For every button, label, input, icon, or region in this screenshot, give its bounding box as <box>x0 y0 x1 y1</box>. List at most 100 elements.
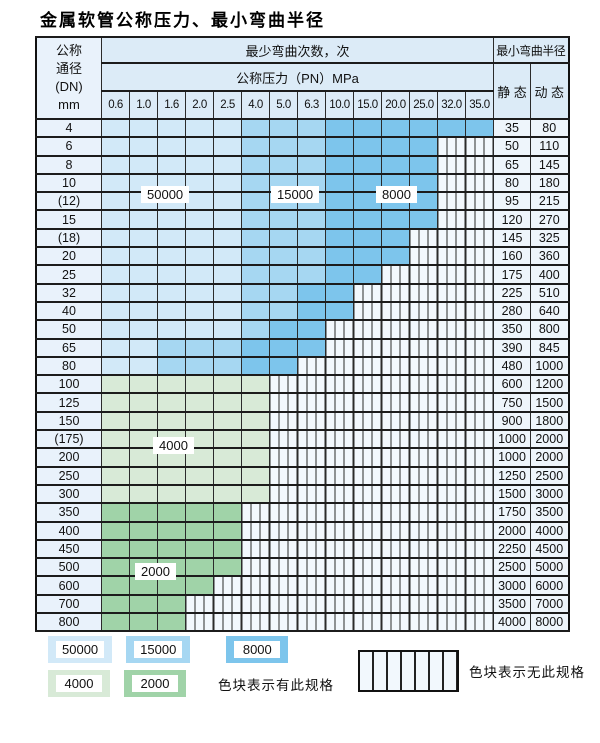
cycle-cell <box>213 282 242 303</box>
dynamic-radius-cell: 2000 <box>530 447 569 468</box>
cycle-cell <box>101 465 130 486</box>
cycle-cell <box>157 246 186 267</box>
table-row: 800 4000 8000 <box>35 611 569 633</box>
cycle-cell <box>185 246 214 267</box>
cycle-cell <box>213 520 242 541</box>
cycle-cell <box>129 227 158 249</box>
cycle-cell <box>129 337 158 358</box>
cycle-cell <box>213 264 242 285</box>
region-label-4000: 4000 <box>153 437 194 454</box>
cycle-cell <box>381 117 410 139</box>
cycle-cell <box>269 611 298 633</box>
table-row: 80 480 1000 <box>35 355 569 377</box>
cycle-cell <box>465 209 494 230</box>
pressure-tick: 6.3 <box>297 90 326 120</box>
cycle-cell <box>213 246 242 267</box>
cycle-cell <box>325 447 354 468</box>
dn-cell: 4 <box>35 117 102 139</box>
cycle-cell <box>185 593 214 615</box>
cycle-cell <box>213 209 242 230</box>
cycle-cell <box>465 246 494 267</box>
cycle-cell <box>465 520 494 541</box>
cycle-cell <box>129 282 158 303</box>
legend-chip-15000: 15000 <box>126 636 191 663</box>
dynamic-radius-cell: 5000 <box>530 557 569 578</box>
cycle-cell <box>101 557 130 578</box>
pressure-tick: 2.5 <box>213 90 242 120</box>
cycle-cell <box>269 374 298 395</box>
cycle-cell <box>465 227 494 249</box>
cycle-cell <box>465 264 494 285</box>
cycle-cell <box>269 593 298 615</box>
dynamic-radius-cell: 2500 <box>530 465 569 486</box>
dynamic-radius-cell: 3500 <box>530 502 569 523</box>
static-radius-cell: 1000 <box>493 429 531 450</box>
dynamic-radius-cell: 110 <box>530 136 569 157</box>
cycle-cell <box>185 227 214 249</box>
cycle-cell <box>465 319 494 340</box>
pressure-tick: 25.0 <box>409 90 438 120</box>
cycle-cell <box>325 246 354 267</box>
cycle-cell <box>381 520 410 541</box>
cycle-cell <box>353 557 382 578</box>
cycle-cell <box>297 209 326 230</box>
cycle-cell <box>241 319 270 340</box>
has-spec-text: 色块表示有此规格 <box>218 677 334 693</box>
cycle-cell <box>129 319 158 340</box>
cycle-cell <box>465 575 494 596</box>
cycle-cell <box>101 520 130 541</box>
static-header: 静 态 <box>493 62 531 120</box>
cycle-cell <box>241 502 270 523</box>
cycle-cell <box>213 502 242 523</box>
cycle-cell <box>409 593 438 615</box>
cycle-cell <box>297 374 326 395</box>
cycle-cell <box>213 191 242 212</box>
cycle-cell <box>353 117 382 139</box>
cycle-cell <box>241 575 270 596</box>
cycle-cell <box>213 300 242 322</box>
dn-cell: 32 <box>35 282 102 303</box>
dn-cell: 6 <box>35 136 102 157</box>
cycle-cell <box>437 410 466 432</box>
cycle-cell <box>353 246 382 267</box>
cycle-cell <box>381 538 410 560</box>
static-radius-cell: 120 <box>493 209 531 230</box>
legend: 50000 15000 8000 4000 2000 色块表示有此规格 色块表示无此规… <box>48 636 588 736</box>
cycle-cell <box>409 246 438 267</box>
table-row: 500 2500 5000 <box>35 557 569 578</box>
cycle-cell <box>101 246 130 267</box>
dn-cell: 8 <box>35 154 102 175</box>
table-row: 125 750 1500 <box>35 392 569 413</box>
cycle-cell <box>157 611 186 633</box>
cycle-cell <box>101 447 130 468</box>
cycle-cell <box>269 337 298 358</box>
cycle-cell <box>241 191 270 212</box>
dn-corner-line: 通径 <box>55 61 82 76</box>
cycle-cell <box>381 246 410 267</box>
cycle-cell <box>241 557 270 578</box>
cycle-cell <box>325 520 354 541</box>
pressure-tick: 5.0 <box>269 90 298 120</box>
cycle-cell <box>213 410 242 432</box>
cycle-cell <box>409 538 438 560</box>
cycle-cell <box>381 227 410 249</box>
dn-cell: 100 <box>35 374 102 395</box>
static-radius-cell: 2250 <box>493 538 531 560</box>
cycle-cell <box>157 227 186 249</box>
cycle-cell <box>437 209 466 230</box>
cycle-cell <box>437 593 466 615</box>
cycle-cell <box>157 374 186 395</box>
cycle-cell <box>269 246 298 267</box>
cycle-cell <box>213 374 242 395</box>
dynamic-radius-cell: 2000 <box>530 429 569 450</box>
pressure-tick: 1.6 <box>157 90 186 120</box>
pressure-tick: 10.0 <box>325 90 354 120</box>
cycle-cell <box>409 117 438 139</box>
cycle-cell <box>185 282 214 303</box>
cycle-cell <box>129 117 158 139</box>
cycle-cell <box>185 465 214 486</box>
dynamic-radius-cell: 4000 <box>530 520 569 541</box>
cycle-cell <box>157 154 186 175</box>
dn-cell: 10 <box>35 172 102 194</box>
cycle-cell <box>465 557 494 578</box>
